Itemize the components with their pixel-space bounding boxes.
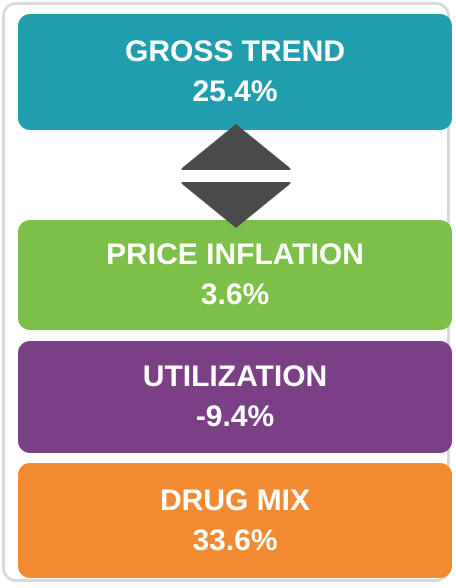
metric-box: UTILIZATION -9.4% — [18, 341, 452, 453]
metric-box: PRICE INFLATION 3.6% — [18, 220, 452, 330]
metric-box: GROSS TREND 25.4% — [18, 14, 452, 130]
metric-label: DRUG MIX — [160, 483, 310, 517]
metric-box: DRUG MIX 33.6% — [18, 463, 452, 578]
metric-value: 3.6% — [200, 278, 270, 311]
metric-label: UTILIZATION — [142, 360, 328, 393]
metric-label: PRICE INFLATION — [106, 238, 364, 271]
down-arrow — [181, 182, 291, 228]
metric-value: -9.4% — [195, 400, 275, 433]
metric-label: GROSS TREND — [124, 35, 346, 68]
metric-value: 25.4% — [192, 75, 278, 108]
arrows — [181, 124, 291, 228]
metric-value: 33.6% — [192, 523, 278, 557]
up-arrow — [181, 124, 291, 170]
